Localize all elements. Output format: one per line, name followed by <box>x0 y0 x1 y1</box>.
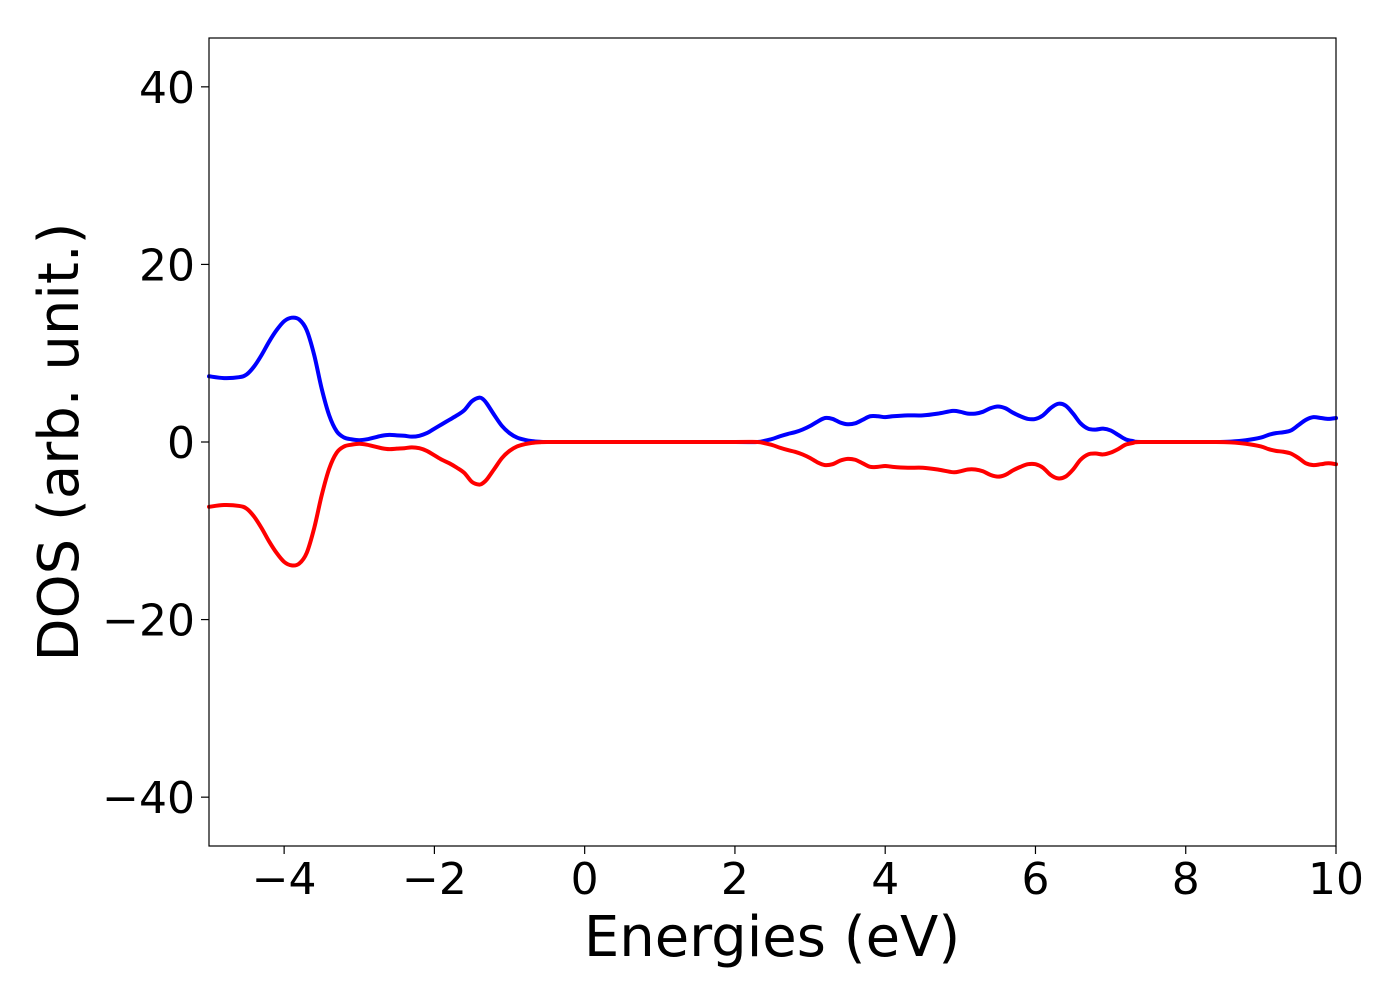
y-tick-label: 40 <box>139 63 195 114</box>
y-tick-label: 0 <box>167 418 195 469</box>
x-axis-title: Energies (eV) <box>584 905 960 970</box>
x-tick-label: −2 <box>402 854 467 905</box>
y-tick-label: 20 <box>139 240 195 291</box>
x-tick-label: 8 <box>1172 854 1200 905</box>
y-axis-title: DOS (arb. unit.) <box>27 222 92 661</box>
x-tick-label: 0 <box>571 854 599 905</box>
y-tick-label: −40 <box>102 773 195 824</box>
x-tick-label: 2 <box>721 854 749 905</box>
y-axis: 40 20 0 −20 −40 <box>102 63 209 824</box>
series-line-1 <box>207 315 1338 445</box>
x-axis: −4 −2 0 2 4 6 8 10 <box>252 846 1364 905</box>
x-tick-label: 10 <box>1308 854 1364 905</box>
series-layer <box>207 315 1338 568</box>
x-tick-label: −4 <box>252 854 317 905</box>
x-tick-label: 4 <box>871 854 899 905</box>
series-line-2 <box>207 439 1338 568</box>
y-tick-label: −20 <box>102 596 195 647</box>
x-tick-label: 6 <box>1021 854 1049 905</box>
